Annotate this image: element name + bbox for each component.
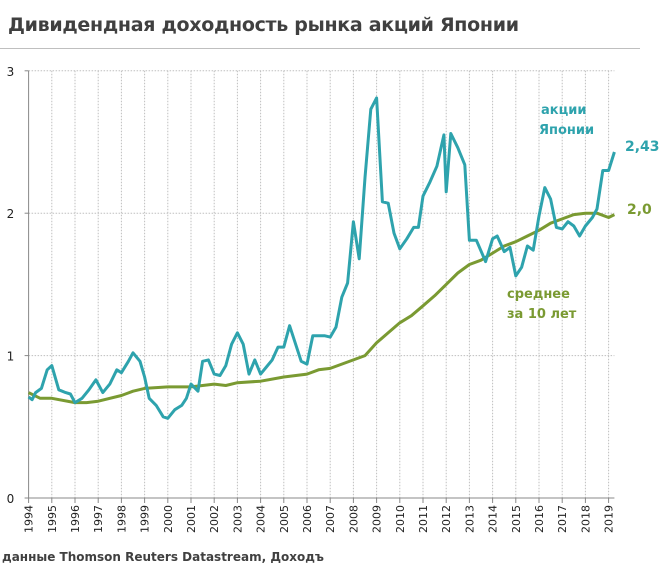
chart-title: Дивидендная доходность рынка акций Япони… (8, 14, 519, 36)
y-tick-label: 1 (7, 350, 15, 364)
x-tick-label: 2014 (487, 505, 500, 533)
x-tick-label: 2018 (579, 505, 592, 533)
x-tick-label: 2010 (394, 505, 407, 533)
x-tick-label: 2016 (533, 505, 546, 533)
y-tick-label: 2 (7, 207, 15, 221)
x-tick-label: 2017 (556, 505, 569, 533)
x-tick-label: 2009 (371, 505, 384, 533)
series-label-japan-stocks: Японии (539, 123, 594, 138)
source-note: данные Thomson Reuters Datastream, Доход… (2, 550, 324, 564)
x-tick-label: 2019 (603, 505, 616, 533)
end-value-label-japan-stocks: 2,43 (625, 139, 660, 155)
x-tick-label: 1996 (69, 505, 82, 533)
x-tick-label: 2004 (255, 505, 268, 533)
x-tick-label: 1997 (92, 505, 105, 533)
x-tick-label: 2011 (417, 505, 430, 533)
series-label-10y-average: за 10 лет (507, 307, 577, 322)
x-tick-label: 2000 (162, 505, 175, 533)
x-tick-label: 2015 (510, 505, 523, 533)
x-tick-label: 1999 (139, 505, 152, 533)
x-tick-label: 2006 (301, 505, 314, 533)
x-tick-label: 1998 (115, 505, 128, 533)
x-tick-label: 2013 (463, 505, 476, 533)
y-tick-label: 3 (7, 65, 15, 79)
x-tick-label: 2001 (185, 505, 198, 533)
x-tick-label: 2003 (231, 505, 244, 533)
x-tick-label: 2002 (208, 505, 221, 533)
x-tick-label: 2007 (324, 505, 337, 533)
series-line-japan-stocks (27, 96, 616, 420)
x-tick-label: 2005 (278, 505, 291, 533)
x-tick-label: 1994 (23, 505, 36, 533)
x-tick-label: 2012 (440, 505, 453, 533)
series-label-10y-average: среднее (507, 287, 570, 302)
series-label-japan-stocks: акции (541, 103, 586, 118)
series-line-10y-average (27, 211, 616, 405)
x-tick-label: 2008 (347, 505, 360, 533)
x-tick-label: 1995 (46, 505, 59, 533)
title-divider (0, 48, 640, 49)
y-tick-label: 0 (7, 492, 15, 506)
end-value-label-10y-average: 2,0 (627, 202, 652, 218)
